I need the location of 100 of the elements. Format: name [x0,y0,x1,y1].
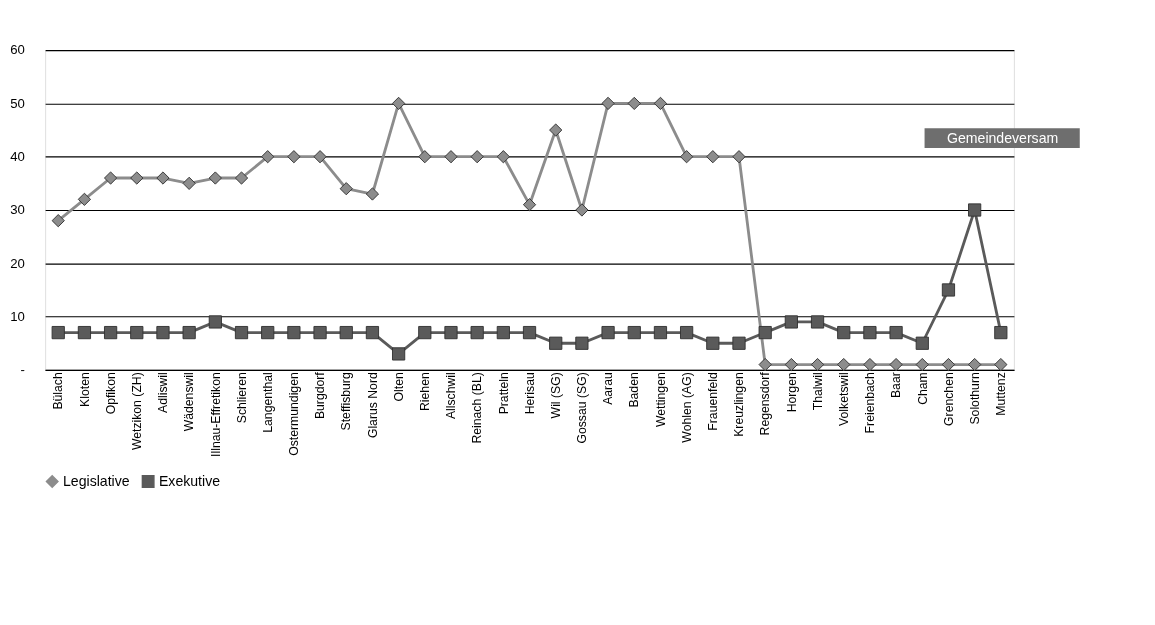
x-tick-label: Kreuzlingen [732,372,747,437]
point [601,96,615,111]
x-tick-label: Muttenz [994,372,1009,416]
point [261,150,275,164]
point [627,96,641,111]
x-tick-label: Illnau-Effretikon [208,372,223,457]
point [234,171,249,185]
point [889,357,903,372]
x-tick-label: Langenthal [260,372,275,433]
point [234,325,249,340]
point [627,325,641,340]
point [470,325,484,340]
point [810,357,825,372]
point [261,325,275,340]
point [732,150,746,164]
point [496,150,510,164]
point [208,171,222,185]
point [287,325,301,340]
point [549,336,563,350]
point [418,150,432,164]
point [365,187,380,201]
point [77,192,92,206]
point [575,203,589,217]
x-tick-label: Pratteln [496,372,511,415]
point [706,336,720,350]
point [444,150,458,164]
point [522,198,537,212]
y-tick-label: 40 [10,148,25,164]
point [156,171,170,185]
point [339,325,353,340]
point [706,150,720,164]
y-tick-label: 30 [10,202,25,218]
x-tick-label: Regensdorf [758,371,773,436]
point [784,357,798,372]
x-tick-label: Schlieren [234,372,249,424]
point [994,325,1008,340]
point [549,123,563,137]
x-tick-label: Freienbach [863,372,878,434]
point [680,150,694,164]
x-tick-label: Reinach (BL) [470,372,485,444]
point [287,150,301,164]
point [470,150,484,164]
point [77,325,92,340]
x-tick-label: Frauenfeld [706,372,721,431]
point [863,357,877,372]
point [130,171,144,185]
point [810,315,825,329]
x-tick-label: Opfikon [103,372,118,415]
point [915,357,929,372]
x-tick-label: Wädenswil [182,372,197,432]
x-tick-label: Kloten [77,372,92,407]
point [208,315,222,329]
legend-label: Legislative [63,473,130,490]
point [522,325,537,340]
point [51,214,65,228]
point [313,150,327,164]
point [418,325,432,340]
point [104,171,118,185]
point [732,336,746,350]
point [392,96,406,111]
point [365,325,380,340]
point [653,96,668,111]
point [444,325,458,340]
x-tick-label: Cham [915,372,930,405]
x-tick-label: Glarus Nord [365,372,380,439]
point [313,325,327,340]
x-tick-label: Thalwil [810,372,825,411]
x-tick-label: Solothurn [967,372,982,425]
x-tick-label: Olten [391,372,406,402]
x-tick-label: Grenchen [941,372,956,426]
point [863,325,877,340]
x-tick-label: Volketswil [836,372,851,426]
x-tick-label: Wettingen [653,372,668,428]
x-tick-label: Steffisburg [339,372,354,431]
point [994,357,1008,372]
point [837,325,851,340]
annotation: Gemeindeversam [947,130,1059,147]
y-tick-label: 10 [10,308,25,324]
x-tick-label: Allschwil [444,372,459,420]
point [680,325,694,340]
point [653,325,668,340]
point [915,336,929,350]
point [941,283,956,297]
point [784,315,798,329]
point [968,203,982,217]
x-tick-label: Wohlen (AG) [679,372,694,443]
y-tick-label: 60 [10,42,25,58]
x-tick-label: Baar [889,372,904,399]
point [339,182,353,196]
x-tick-label: Horgen [784,372,799,413]
point [182,176,196,190]
point [941,357,956,372]
point [601,325,615,340]
point [758,357,772,372]
y-tick-label: 20 [10,255,25,271]
point [392,347,406,361]
x-tick-label: Herisau [522,372,537,415]
point [837,357,851,372]
x-tick-label: Ostermundigen [287,372,302,456]
y-tick-label: 50 [10,95,25,111]
